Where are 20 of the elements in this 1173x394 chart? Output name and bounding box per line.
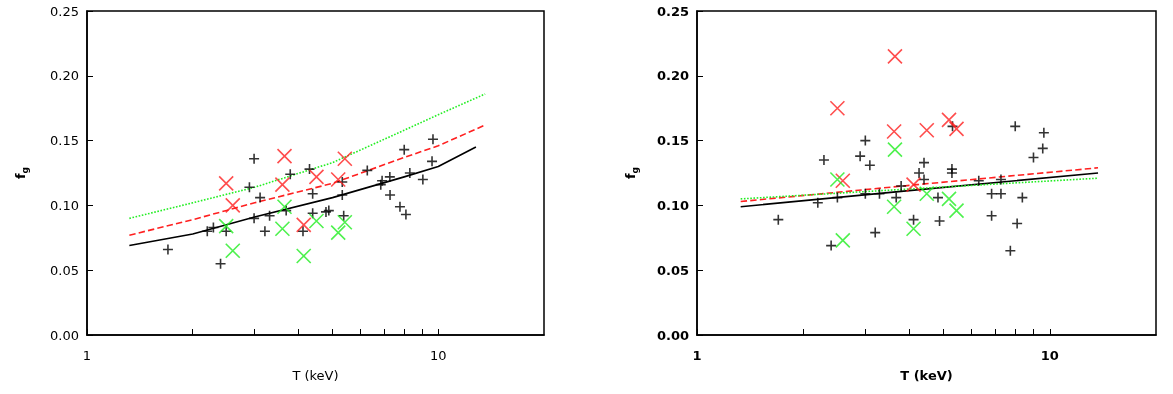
x-tick-label: 10 xyxy=(1040,348,1059,363)
y-tick-label: 0.20 xyxy=(656,68,689,84)
y-axis-title: fg xyxy=(623,166,640,180)
y-tick-label: 0.25 xyxy=(50,3,79,19)
y-tick-label: 0.05 xyxy=(50,262,79,278)
x-tick-label: 1 xyxy=(82,348,92,363)
y-tick-label: 0.05 xyxy=(656,262,689,278)
y-tick-label: 0.00 xyxy=(50,327,79,343)
y-tick-label: 0.10 xyxy=(656,197,689,213)
y-tick-label: 0.00 xyxy=(656,327,689,343)
y-tick-label: 0.15 xyxy=(50,133,79,149)
x-tick-label: 10 xyxy=(429,348,447,363)
y-tick-label: 0.20 xyxy=(50,68,79,84)
y-tick-label: 0.10 xyxy=(50,197,79,213)
x-tick-label: 1 xyxy=(692,348,702,363)
y-axis-title: fg xyxy=(13,166,30,180)
y-tick-label: 0.15 xyxy=(656,133,689,149)
y-tick-label: 0.25 xyxy=(656,3,689,19)
x-axis-title: T (keV) xyxy=(900,368,953,383)
x-axis-title: T (keV) xyxy=(291,368,339,383)
